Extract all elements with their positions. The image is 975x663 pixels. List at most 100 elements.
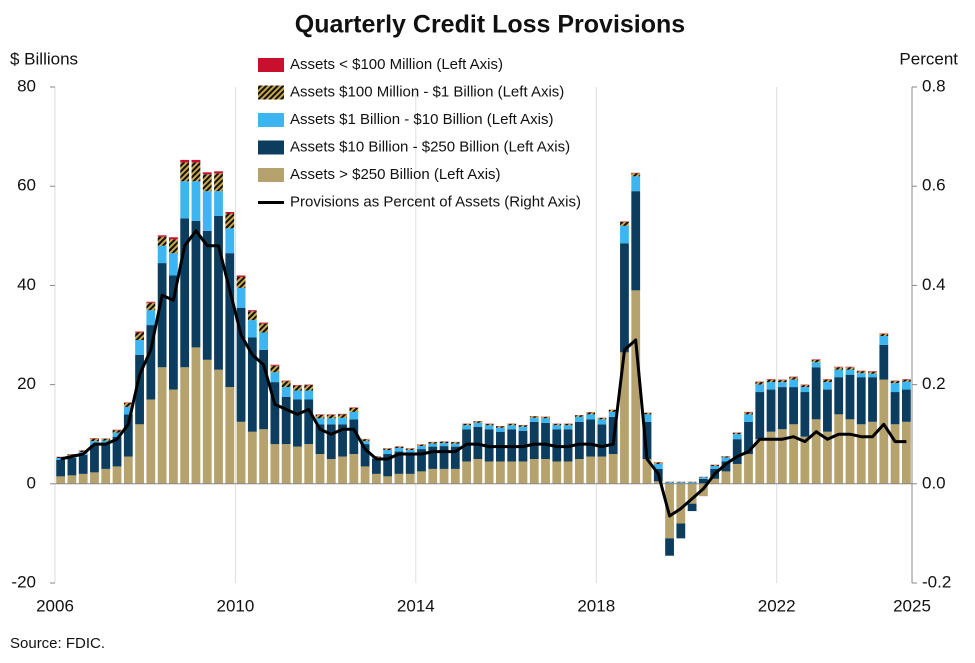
bar-segment (405, 450, 415, 453)
bar-segment (608, 411, 618, 417)
bar-segment (823, 382, 832, 390)
bar-segment (879, 379, 889, 484)
bar-segment (214, 191, 223, 216)
bar-segment (439, 441, 449, 444)
bar-segment (326, 424, 336, 459)
bar-segment (67, 475, 77, 484)
bar-segment (180, 181, 190, 219)
bar-segment (473, 422, 483, 427)
bar-segment (326, 459, 336, 484)
bar-segment (236, 421, 246, 484)
bar-segment (281, 387, 291, 397)
bar-segment (789, 379, 798, 388)
bar-segment (879, 335, 889, 345)
bar-segment (901, 389, 911, 422)
bar-segment (484, 425, 494, 430)
bar-segment (191, 181, 201, 221)
bar-segment (394, 451, 404, 474)
bar-segment (383, 448, 393, 451)
bar-segment (383, 454, 393, 477)
bar-segment (112, 436, 122, 467)
bar-segment (777, 387, 787, 430)
bar-segment (225, 228, 235, 254)
bar-segment (214, 215, 223, 370)
x-tick-label: 2014 (397, 596, 435, 615)
bar-segment (496, 427, 505, 432)
bar-segment (800, 387, 810, 393)
bar-segment (135, 332, 144, 340)
bar-segment (450, 468, 460, 484)
bar-segment (507, 425, 517, 430)
bar-segment (856, 371, 866, 374)
bar-segment (811, 419, 821, 484)
bar-segment (135, 354, 144, 425)
bar-segment (191, 347, 201, 484)
bar-segment (247, 337, 257, 432)
bar-segment (890, 424, 900, 484)
bar-segment (687, 483, 697, 504)
bar-segment (101, 438, 111, 441)
bar-segment (518, 425, 528, 427)
bar-segment (777, 429, 787, 484)
bar-segment (631, 191, 641, 291)
bar-segment (597, 424, 607, 457)
y-tick-label: 40 (17, 275, 36, 294)
bar-segment (394, 448, 404, 452)
bar-segment (428, 442, 438, 444)
legend-label: Assets > $250 Billion (Left Axis) (290, 166, 501, 183)
bar-segment (834, 369, 844, 378)
bar-segment (823, 379, 832, 383)
bar-segment (766, 431, 776, 484)
bar-segment (755, 384, 765, 393)
bar-segment (574, 459, 584, 484)
bar-segment (732, 463, 742, 484)
bar-segment (270, 382, 280, 445)
bar-segment (169, 253, 178, 276)
bar-segment (665, 538, 674, 556)
bar-segment (744, 454, 753, 484)
bar-segment (326, 414, 336, 419)
bar-segment (202, 359, 212, 484)
bar-segment (845, 369, 855, 375)
bar-segment (349, 411, 359, 420)
bar-segment (236, 275, 246, 277)
bar-segment (293, 446, 302, 484)
y-tick-label: -20 (11, 572, 36, 591)
bar-segment (789, 377, 798, 380)
bar-segment (777, 382, 787, 388)
bar-segment (270, 364, 280, 366)
bar-segment (642, 414, 652, 422)
legend-label: Assets < $100 Million (Left Axis) (290, 56, 503, 73)
bar-segment (574, 415, 584, 417)
bar-segment (834, 377, 844, 415)
bar-segment (225, 387, 235, 484)
bar-segment (744, 421, 753, 455)
bar-segment (676, 482, 686, 484)
x-tick-label: 2018 (577, 596, 615, 615)
bar-segment (123, 406, 133, 415)
bar-segment (439, 468, 449, 484)
bar-segment (890, 392, 900, 425)
bar-segment (541, 422, 550, 459)
bar-segment (67, 458, 77, 476)
bar-segment (371, 473, 381, 484)
bar-segment (507, 461, 517, 484)
bar-segment (687, 482, 697, 484)
bar-segment (744, 414, 753, 422)
bar-segment (135, 339, 144, 355)
bar-segment (236, 307, 246, 422)
bar-segment (112, 432, 122, 437)
bar-segment (755, 392, 765, 440)
y-tick-label: 0 (27, 473, 36, 492)
y2-tick-label: 0.2 (922, 374, 946, 393)
bar-segment (462, 461, 471, 484)
bar-segment (676, 523, 686, 539)
y-tick-label: 80 (17, 76, 36, 95)
bar-segment (338, 456, 347, 484)
bar-segment (349, 407, 359, 412)
bar-segment (202, 172, 212, 175)
bar-segment (146, 302, 156, 311)
bar-segment (586, 412, 596, 415)
bar-segment (879, 344, 889, 380)
